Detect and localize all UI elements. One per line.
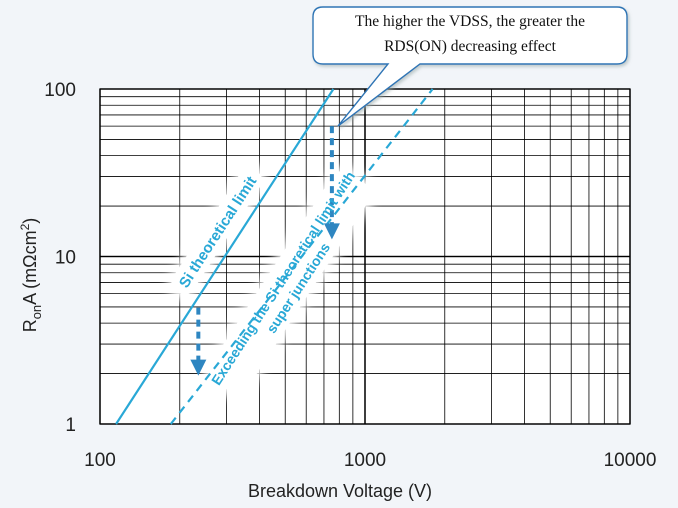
y-tick-labels: 1 10 100 <box>44 80 76 436</box>
si-limit-line <box>115 88 335 425</box>
x-tick-label: 1000 <box>344 450 386 471</box>
y-axis-title-close: ) <box>20 218 40 224</box>
y-axis-title-sub: on <box>29 305 44 319</box>
arrows <box>190 126 340 376</box>
callout-bubble <box>312 6 628 127</box>
x-tick-labels: 100 1000 10000 <box>84 450 656 471</box>
x-axis-title: Breakdown Voltage (V) <box>248 481 432 501</box>
down-arrow-head <box>323 223 340 240</box>
x-tick-label: 10000 <box>604 450 657 471</box>
y-axis-title-main: R <box>20 319 40 332</box>
x-tick-label: 100 <box>84 450 116 471</box>
y-tick-label: 10 <box>55 248 76 269</box>
callout: The higher the VDSS, the greater the RDS… <box>312 6 628 127</box>
y-axis-title: RonA (mΩcm2) <box>18 218 44 333</box>
callout-line-1: The higher the VDSS, the greater the <box>355 13 585 30</box>
y-axis-title-sup: 2 <box>18 223 32 230</box>
y-tick-label: 100 <box>44 80 76 101</box>
down-arrow-head <box>190 359 207 376</box>
y-axis-title-rest: A (mΩcm <box>20 230 40 304</box>
series <box>115 88 434 425</box>
callout-line-2: RDS(ON) decreasing effect <box>384 38 557 55</box>
super-junction-line <box>169 88 434 425</box>
grid <box>99 88 631 425</box>
y-tick-label: 1 <box>65 415 76 436</box>
label-halo <box>171 168 263 295</box>
